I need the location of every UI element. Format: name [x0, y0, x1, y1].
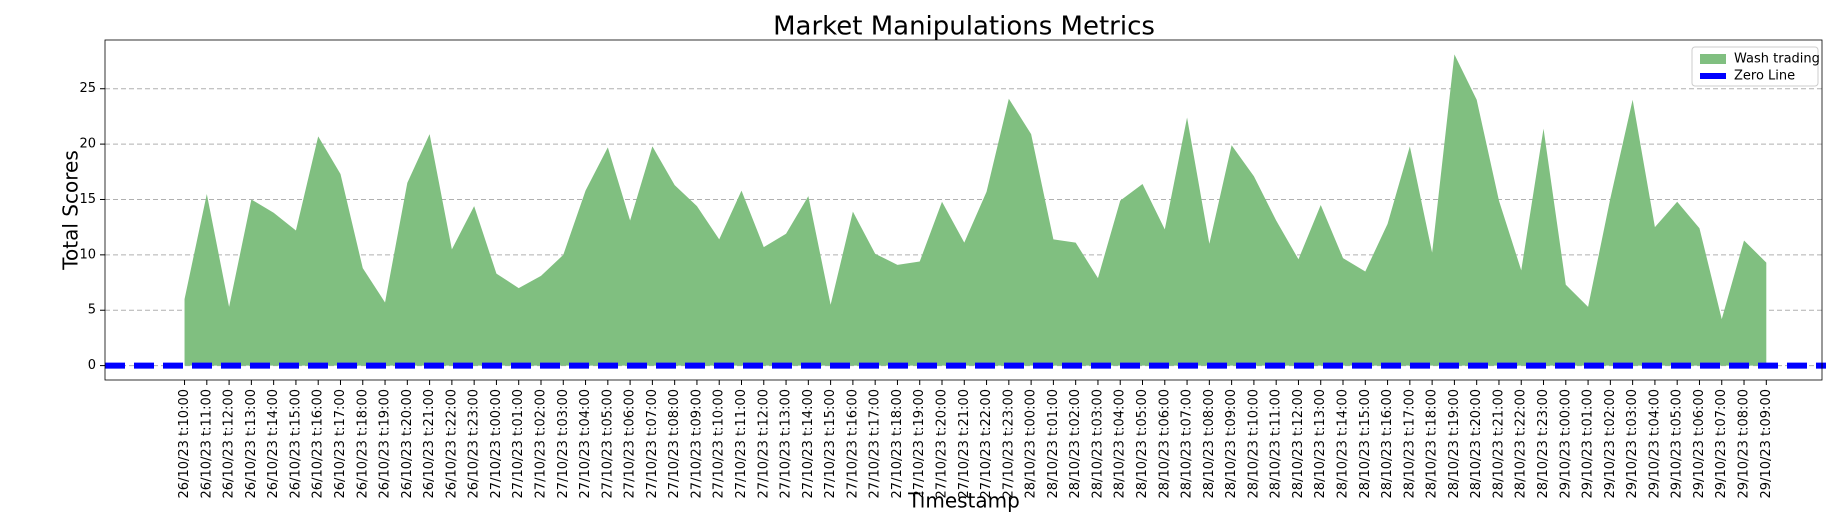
x-tick-label: 27/10/23 t:09:00 [689, 389, 704, 498]
x-tick-label: 28/10/23 t:21:00 [1491, 389, 1506, 498]
y-tick-label: 20 [79, 137, 96, 152]
y-tick-label: 10 [79, 247, 96, 262]
x-tick-label: 27/10/23 t:17:00 [868, 389, 883, 498]
x-tick-label: 29/10/23 t:00:00 [1558, 389, 1573, 498]
x-tick-label: 28/10/23 t:02:00 [1068, 389, 1083, 498]
x-tick-label: 28/10/23 t:12:00 [1291, 389, 1306, 498]
x-tick-label: 26/10/23 t:14:00 [266, 389, 281, 498]
x-tick-label: 28/10/23 t:16:00 [1380, 389, 1395, 498]
x-tick-label: 29/10/23 t:04:00 [1647, 389, 1662, 498]
x-tick-label: 28/10/23 t:11:00 [1269, 389, 1284, 498]
y-tick-label: 15 [79, 192, 96, 207]
x-tick-label: 27/10/23 t:01:00 [511, 389, 526, 498]
x-tick-label: 29/10/23 t:08:00 [1737, 389, 1752, 498]
x-tick-label: 27/10/23 t:08:00 [667, 389, 682, 498]
x-tick-label: 28/10/23 t:05:00 [1135, 389, 1150, 498]
x-tick-label: 27/10/23 t:00:00 [489, 389, 504, 498]
x-tick-label: 27/10/23 t:21:00 [957, 389, 972, 498]
legend-label: Zero Line [1734, 69, 1795, 84]
x-tick-label: 28/10/23 t:19:00 [1447, 389, 1462, 498]
x-tick-label: 27/10/23 t:22:00 [979, 389, 994, 498]
x-tick-label: 27/10/23 t:10:00 [712, 389, 727, 498]
x-tick-label: 28/10/23 t:09:00 [1224, 389, 1239, 498]
x-tick-label: 29/10/23 t:01:00 [1581, 389, 1596, 498]
x-tick-label: 28/10/23 t:15:00 [1358, 389, 1373, 498]
x-tick-label: 26/10/23 t:16:00 [311, 389, 326, 498]
x-tick-label: 29/10/23 t:03:00 [1625, 389, 1640, 498]
x-tick-label: 27/10/23 t:03:00 [556, 389, 571, 498]
x-tick-label: 26/10/23 t:20:00 [400, 389, 415, 498]
x-tick-label: 28/10/23 t:14:00 [1336, 389, 1351, 498]
x-tick-label: 29/10/23 t:06:00 [1692, 389, 1707, 498]
x-tick-label: 27/10/23 t:20:00 [935, 389, 950, 498]
x-tick-label: 26/10/23 t:11:00 [199, 389, 214, 498]
x-tick-label: 28/10/23 t:01:00 [1046, 389, 1061, 498]
x-tick-label: 27/10/23 t:11:00 [734, 389, 749, 498]
x-tick-label: 27/10/23 t:07:00 [645, 389, 660, 498]
x-axis-label: Timestamp [907, 489, 1020, 513]
x-tick-label: 28/10/23 t:07:00 [1180, 389, 1195, 498]
x-tick-label: 28/10/23 t:18:00 [1425, 389, 1440, 498]
x-tick-label: 26/10/23 t:13:00 [244, 389, 259, 498]
x-tick-label: 28/10/23 t:10:00 [1246, 389, 1261, 498]
legend-swatch [1700, 54, 1726, 64]
x-tick-label: 28/10/23 t:22:00 [1514, 389, 1529, 498]
x-tick-label: 26/10/23 t:18:00 [355, 389, 370, 498]
x-tick-label: 26/10/23 t:10:00 [177, 389, 192, 498]
x-tick-label: 27/10/23 t:23:00 [1001, 389, 1016, 498]
x-tick-label: 28/10/23 t:03:00 [1090, 389, 1105, 498]
x-tick-label: 26/10/23 t:19:00 [378, 389, 393, 498]
y-tick-label: 5 [88, 303, 96, 318]
x-tick-label: 28/10/23 t:06:00 [1157, 389, 1172, 498]
x-tick-label: 29/10/23 t:09:00 [1759, 389, 1774, 498]
x-tick-label: 27/10/23 t:16:00 [845, 389, 860, 498]
x-tick-label: 26/10/23 t:22:00 [444, 389, 459, 498]
x-tick-label: 28/10/23 t:17:00 [1402, 389, 1417, 498]
x-tick-label: 27/10/23 t:14:00 [801, 389, 816, 498]
x-tick-label: 28/10/23 t:23:00 [1536, 389, 1551, 498]
x-tick-label: 26/10/23 t:23:00 [467, 389, 482, 498]
x-tick-label: 27/10/23 t:12:00 [756, 389, 771, 498]
x-tick-label: 26/10/23 t:21:00 [422, 389, 437, 498]
x-tick-label: 28/10/23 t:20:00 [1469, 389, 1484, 498]
x-tick-label: 29/10/23 t:02:00 [1603, 389, 1618, 498]
chart-title: Market Manipulations Metrics [773, 12, 1155, 42]
legend-label: Wash trading [1734, 52, 1820, 67]
x-tick-label: 26/10/23 t:12:00 [222, 389, 237, 498]
y-axis-label: Total Scores [59, 150, 83, 271]
x-tick-label: 27/10/23 t:13:00 [779, 389, 794, 498]
x-tick-label: 27/10/23 t:02:00 [533, 389, 548, 498]
x-tick-label: 28/10/23 t:00:00 [1024, 389, 1039, 498]
x-tick-label: 29/10/23 t:05:00 [1670, 389, 1685, 498]
x-tick-label: 27/10/23 t:04:00 [578, 389, 593, 498]
x-tick-label: 29/10/23 t:07:00 [1714, 389, 1729, 498]
y-tick-label: 0 [88, 358, 96, 373]
x-tick-label: 26/10/23 t:15:00 [288, 389, 303, 498]
x-tick-label: 28/10/23 t:13:00 [1313, 389, 1328, 498]
x-tick-label: 27/10/23 t:05:00 [600, 389, 615, 498]
x-tick-label: 27/10/23 t:18:00 [890, 389, 905, 498]
x-tick-label: 27/10/23 t:19:00 [912, 389, 927, 498]
x-tick-label: 28/10/23 t:04:00 [1113, 389, 1128, 498]
area [184, 54, 1767, 366]
plot-frame [104, 39, 1823, 381]
x-tick-label: 27/10/23 t:15:00 [823, 389, 838, 498]
x-tick-label: 28/10/23 t:08:00 [1202, 389, 1217, 498]
x-tick-label: 26/10/23 t:17:00 [333, 389, 348, 498]
x-tick-label: 27/10/23 t:06:00 [623, 389, 638, 498]
y-tick-label: 25 [79, 81, 96, 96]
